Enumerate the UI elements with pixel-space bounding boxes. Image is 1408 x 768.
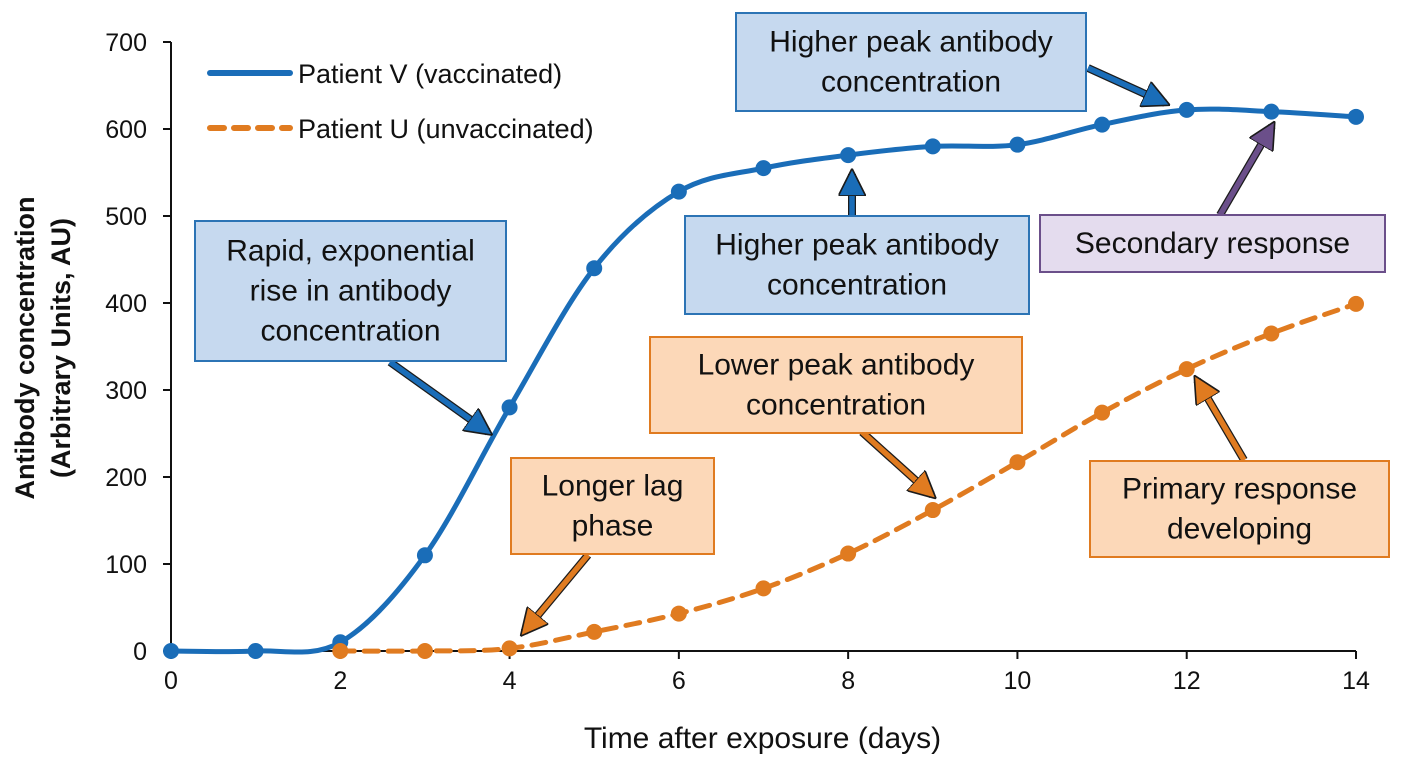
legend-item-1: Patient U (unvaccinated) <box>207 114 594 144</box>
series-0-point <box>416 547 433 564</box>
annotation-text: Secondary response <box>1075 227 1350 260</box>
annotation-arrow-primary-response <box>1197 380 1248 463</box>
annotation-text: phase <box>572 510 654 543</box>
annotation-box-primary-response: Primary response developing <box>1089 460 1390 558</box>
annotation-box-frame <box>684 215 1030 315</box>
y-tick-label: 100 <box>105 551 147 579</box>
series-0-point <box>924 138 941 155</box>
annotation-text: concentration <box>767 269 947 302</box>
legend: Patient V (vaccinated) Patient U (unvacci… <box>207 59 594 144</box>
arrow-shaft <box>1086 65 1165 103</box>
x-tick-label: 4 <box>503 667 517 695</box>
y-tick-label: 600 <box>105 116 147 144</box>
annotation-text: Longer lag <box>542 470 684 503</box>
y-tick-label: 500 <box>105 203 147 231</box>
annotation-text: Rapid, exponential <box>226 235 475 268</box>
annotation-text: developing <box>1167 513 1312 546</box>
annotation-box-frame <box>1039 214 1386 273</box>
series-1-point <box>755 580 772 597</box>
legend-item-0: Patient V (vaccinated) <box>207 59 562 89</box>
annotation-arrow-lower-peak <box>859 429 932 495</box>
arrow-shaft <box>1217 126 1272 217</box>
annotation-arrow-higher-peak-upper <box>1086 64 1165 103</box>
series-0-point <box>586 260 603 277</box>
series-1-point <box>1094 404 1111 421</box>
x-axis-title: Time after exposure (days) <box>584 722 941 755</box>
series-line-0 <box>168 106 1359 655</box>
x-tick-label: 8 <box>841 667 855 695</box>
series-1-point <box>924 502 941 519</box>
annotation-boxes: Rapid, exponential rise in antibody concen… <box>194 12 1390 558</box>
series-points <box>163 101 1364 659</box>
y-tick-label: 400 <box>105 290 147 318</box>
annotation-text: concentration <box>260 315 440 348</box>
annotation-box-frame <box>510 457 715 555</box>
series-1-point <box>1263 325 1280 342</box>
series-1-point <box>840 545 857 562</box>
series-1-point <box>1009 454 1026 471</box>
annotation-box-frame <box>194 220 507 362</box>
series-1-point <box>1178 361 1195 378</box>
annotation-box-secondary-response: Secondary response <box>1039 214 1386 273</box>
series-1-point <box>586 623 603 640</box>
annotation-box-higher-peak-upper: Higher peak antibody concentration <box>735 12 1087 112</box>
series-1-point <box>501 640 518 657</box>
annotation-text: Primary response <box>1122 473 1357 506</box>
annotation-arrow-secondary-response <box>1216 126 1272 218</box>
y-axis-title-line: (Arbitrary Units, AU) <box>46 218 76 478</box>
x-tick-label: 10 <box>1004 667 1032 695</box>
arrow-shaft <box>524 553 591 632</box>
annotation-text: Higher peak antibody <box>715 229 999 262</box>
annotation-box-lower-peak: Lower peak antibody concentration <box>649 336 1023 434</box>
series-1-point <box>670 605 687 622</box>
annotation-arrow-longer-lag <box>524 552 592 632</box>
series-0-point <box>501 399 518 416</box>
series-0-point <box>247 643 264 659</box>
annotation-box-frame <box>649 336 1023 434</box>
annotation-text: Lower peak antibody <box>698 349 975 382</box>
series-0-point <box>1348 108 1364 125</box>
y-tick-label: 200 <box>105 464 147 492</box>
series-1-point <box>416 643 433 659</box>
annotation-text: concentration <box>821 66 1001 99</box>
annotation-box-frame <box>1089 460 1390 558</box>
legend-label: Patient V (vaccinated) <box>298 59 562 89</box>
series-0-point <box>1178 101 1195 118</box>
series-0-point <box>840 147 857 164</box>
series-0-point <box>163 643 179 659</box>
x-tick-label: 14 <box>1342 667 1370 695</box>
series-0-point <box>1009 136 1026 153</box>
y-axis-title: Antibody concentration (Arbitrary Units, … <box>10 197 76 500</box>
series-1-point <box>332 643 349 659</box>
x-tick-label: 2 <box>333 667 347 695</box>
annotation-text: concentration <box>746 389 926 422</box>
annotation-box-frame <box>735 12 1087 112</box>
annotation-text: rise in antibody <box>250 275 452 308</box>
series-1-point <box>1348 295 1364 312</box>
arrow-shaft <box>388 359 488 432</box>
annotation-arrow-rapid-rise <box>387 358 488 432</box>
arrow-shaft <box>1197 380 1247 462</box>
axes: 0 2 4 6 8 10 12 14 0 100 200 300 400 500 600 700 Time af… <box>10 29 1370 755</box>
annotation-box-longer-lag: Longer lag phase <box>510 457 715 555</box>
annotation-box-rapid-rise: Rapid, exponential rise in antibody concen… <box>194 220 507 362</box>
annotation-text: Higher peak antibody <box>769 26 1053 59</box>
x-tick-label: 6 <box>672 667 686 695</box>
annotation-arrows <box>387 64 1272 632</box>
y-tick-label: 700 <box>105 29 147 57</box>
series-0-point <box>670 183 687 200</box>
y-tick-label: 0 <box>133 638 147 666</box>
y-tick-label: 300 <box>105 377 147 405</box>
series-0-point <box>1094 116 1111 133</box>
y-axis-title-line: Antibody concentration <box>10 197 40 500</box>
series-0-point <box>755 160 772 177</box>
legend-label: Patient U (unvaccinated) <box>298 114 594 144</box>
arrow-shaft <box>860 429 932 495</box>
x-tick-label: 0 <box>164 667 178 695</box>
x-tick-label: 12 <box>1173 667 1201 695</box>
series-0-point <box>1263 103 1280 120</box>
annotation-box-higher-peak-middle: Higher peak antibody concentration <box>684 215 1030 315</box>
